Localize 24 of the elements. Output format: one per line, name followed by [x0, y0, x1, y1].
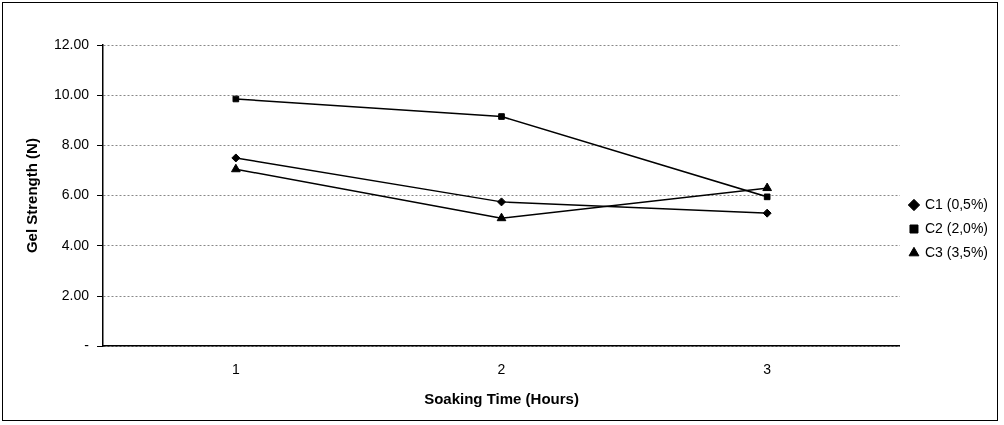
legend-label: C3 (3,5%) — [924, 243, 989, 260]
point — [231, 153, 241, 163]
y-tick-label: 2.00 — [61, 286, 90, 303]
point — [498, 113, 505, 120]
point — [231, 163, 241, 173]
y-tick-label: 12.00 — [53, 35, 90, 52]
x-tick-label: 1 — [231, 361, 240, 378]
x-axis-title: Soaking Time (Hours) — [424, 390, 579, 408]
y-tick-label: - — [84, 337, 90, 354]
point — [762, 182, 772, 192]
y-tick-label: 8.00 — [61, 136, 90, 153]
y-tick-label: 6.00 — [61, 186, 90, 203]
x-tick-label: 3 — [763, 361, 772, 378]
x-tick-label: 2 — [497, 361, 506, 378]
legend-label: C1 (0,5%) — [924, 195, 989, 212]
y-tick-label: 10.00 — [53, 86, 90, 103]
point — [496, 212, 507, 222]
point — [762, 208, 772, 218]
legend-label: C2 (2,0%) — [924, 219, 989, 236]
point — [497, 197, 507, 207]
y-tick-label: 4.00 — [61, 236, 90, 253]
y-axis-title: Gel Strength (N) — [23, 138, 41, 254]
point — [232, 95, 240, 103]
point — [763, 193, 771, 201]
